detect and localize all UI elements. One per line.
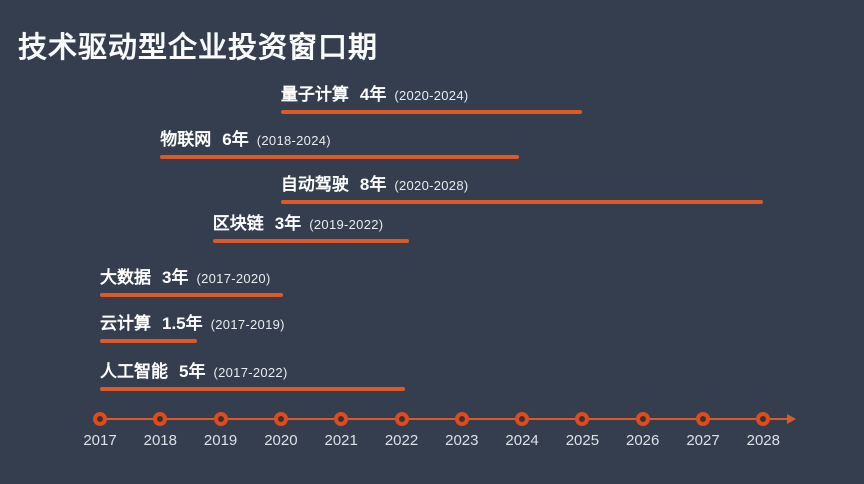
year-label: 2022 (384, 432, 419, 449)
investment-window-bar (280, 110, 583, 114)
tech-duration: 1.5年 (162, 314, 203, 333)
year-marker (635, 412, 650, 426)
axis-arrow-icon (787, 414, 797, 424)
year-marker (696, 412, 710, 426)
year-marker (756, 412, 771, 426)
axis-line (100, 418, 788, 420)
tech-year-range: (2017-2019) (210, 317, 285, 332)
timeline-row-6: 云计算 1.5年 (2017-2019) (100, 314, 285, 343)
year-marker (334, 412, 349, 426)
year-label: 2018 (143, 432, 177, 449)
year-marker (515, 412, 530, 426)
tech-duration: 4年 (359, 85, 387, 104)
tech-name: 区块链 (212, 214, 264, 233)
year-marker (93, 412, 107, 426)
tech-duration: 3年 (162, 268, 189, 287)
timeline-row-5: 大数据 3年 (2017-2020) (100, 268, 283, 297)
tech-label: 量子计算 4年 (2020-2024) (281, 85, 583, 105)
year-label: 2028 (746, 432, 780, 449)
timeline-row-7: 人工智能 5年 (2017-2022) (100, 362, 405, 391)
tech-year-range: (2017-2022) (213, 365, 288, 380)
investment-window-bar (100, 387, 405, 391)
page-title: 技术驱动型企业投资窗口期 (18, 32, 379, 64)
tech-label: 物联网 6年 (2018-2024) (160, 130, 519, 150)
tech-label: 人工智能 5年 (2017-2022) (100, 362, 405, 382)
year-label: 2017 (83, 432, 117, 449)
investment-window-bar (160, 155, 520, 159)
year-label: 2027 (686, 432, 720, 449)
tech-name: 自动驾驶 (280, 175, 349, 194)
tech-year-range: (2018-2024) (256, 133, 331, 148)
year-marker (213, 412, 228, 426)
year-label: 2023 (445, 432, 479, 449)
tech-name: 人工智能 (100, 362, 168, 381)
year-marker (153, 412, 168, 426)
tech-label: 区块链 3年 (2019-2022) (213, 214, 409, 234)
year-label: 2021 (324, 432, 358, 449)
tech-label: 自动驾驶 8年 (2020-2028) (281, 175, 763, 195)
tech-duration: 5年 (179, 362, 206, 381)
year-label: 2025 (565, 432, 600, 449)
investment-window-bar (212, 239, 409, 243)
timeline-row-1: 量子计算 4年 (2020-2024) (280, 85, 583, 114)
tech-duration: 8年 (359, 175, 387, 194)
tech-name: 量子计算 (280, 85, 349, 104)
tech-year-range: (2020-2024) (394, 88, 469, 103)
timeline-row-3: 自动驾驶 8年 (2020-2028) (280, 175, 764, 204)
timeline-row-2: 物联网 6年 (2018-2024) (160, 130, 520, 159)
tech-name: 云计算 (100, 314, 151, 333)
timeline-row-4: 区块链 3年 (2019-2022) (212, 214, 409, 243)
year-marker (575, 412, 590, 426)
tech-label: 大数据 3年 (2017-2020) (100, 268, 283, 288)
investment-window-bar (280, 200, 764, 204)
year-label: 2020 (264, 432, 298, 449)
tech-year-range: (2017-2020) (196, 271, 271, 286)
year-label: 2019 (203, 432, 238, 449)
tech-name: 大数据 (100, 268, 151, 287)
tech-name: 物联网 (160, 130, 212, 149)
year-marker (454, 412, 469, 426)
tech-year-range: (2020-2028) (394, 178, 469, 193)
year-marker (394, 412, 409, 426)
year-label: 2026 (626, 432, 660, 449)
investment-window-bar (100, 339, 197, 343)
investment-window-bar (100, 293, 283, 297)
tech-duration: 3年 (274, 214, 302, 233)
year-label: 2024 (505, 432, 539, 449)
year-marker (273, 412, 288, 426)
tech-duration: 6年 (222, 130, 249, 149)
tech-label: 云计算 1.5年 (2017-2019) (100, 314, 285, 334)
tech-year-range: (2019-2022) (309, 217, 384, 232)
